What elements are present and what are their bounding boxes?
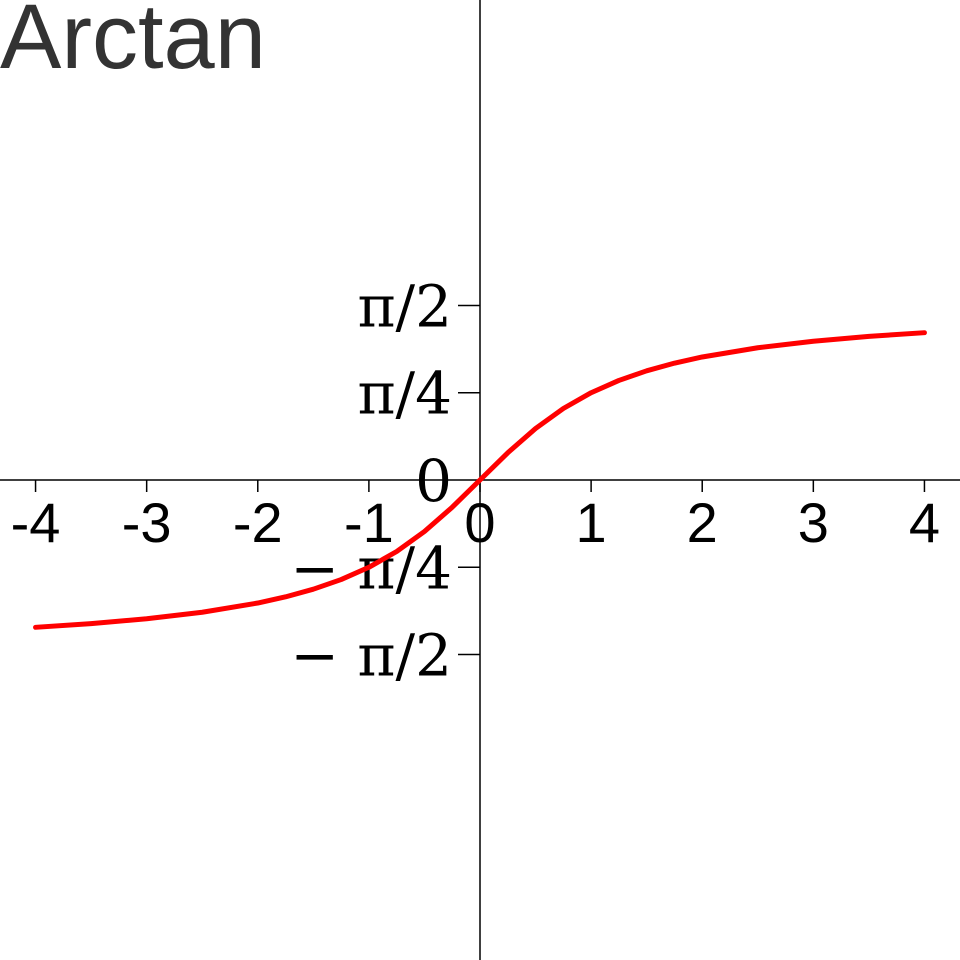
y-tick-label: 0	[415, 447, 452, 515]
x-tick-label: -2	[233, 491, 283, 554]
y-tick-label: π/2	[357, 272, 452, 340]
arctan-curve	[33, 330, 927, 630]
x-tick-label: 2	[687, 491, 718, 554]
y-tick-label: − π/2	[290, 622, 452, 690]
x-axis-ticks: -4 -3 -2 -1 0 1 2 3 4	[11, 480, 940, 554]
x-tick-label: -1	[344, 491, 394, 554]
x-tick-label: -4	[11, 491, 61, 554]
x-tick-label: 1	[576, 491, 607, 554]
x-tick-label: 4	[909, 491, 940, 554]
x-tick-label: 0	[464, 491, 495, 554]
y-tick-label: π/4	[357, 360, 452, 428]
chart-title: Arctan	[0, 0, 266, 88]
series-layer	[33, 330, 927, 630]
x-tick-label: 3	[798, 491, 829, 554]
x-tick-label: -3	[122, 491, 172, 554]
y-axis-ticks: π/2π/40− π/4− π/2	[290, 272, 480, 690]
